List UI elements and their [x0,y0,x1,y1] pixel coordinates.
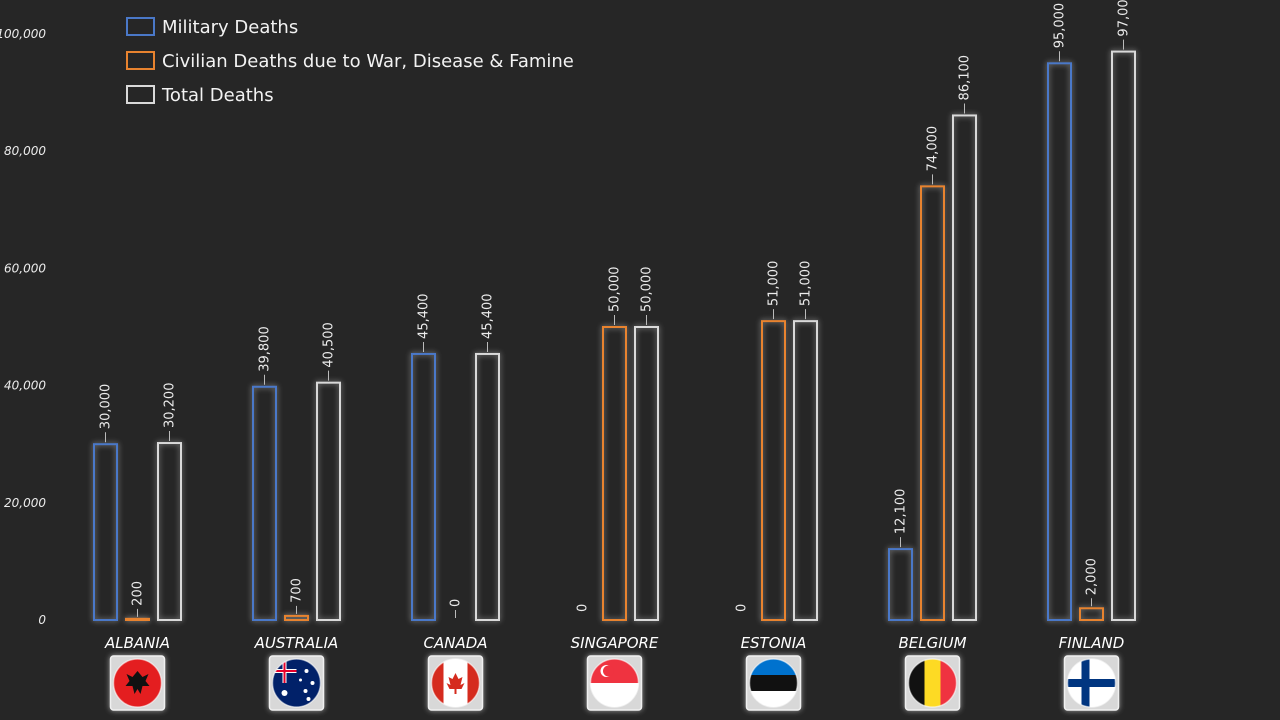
y-tick-label: 60,000 [4,261,46,275]
bar-finland-civilian-deaths-due-to-war-disease-famine [1079,607,1104,622]
estonia-flag-icon [745,655,802,711]
legend-label-military-deaths: Military Deaths [162,17,298,38]
legend-label-total-deaths: Total Deaths [161,85,274,106]
category-label-estonia: ESTONIA [741,634,807,652]
value-label-belgium-military-deaths: 12,100 [894,489,909,535]
value-label-estonia-total-deaths: 51,000 [799,261,814,307]
category-label-albania: ALBANIA [104,634,170,652]
value-label-albania-civilian-deaths-due-to-war-disease-famine: 200 [131,581,146,606]
y-tick-label: 0 [38,613,46,627]
value-label-singapore-military-deaths: 0 [576,604,591,612]
bar-albania-civilian-deaths-due-to-war-disease-famine [125,617,150,622]
category-label-belgium: BELGIUM [898,634,966,652]
flags-layer [109,655,1120,711]
finland-flag-icon [1063,655,1120,711]
bar-australia-civilian-deaths-due-to-war-disease-famine [284,614,309,622]
y-tick-label: 40,000 [4,379,46,393]
y-tick-label: 100,000 [0,27,46,41]
legend: Military Deaths Civilian Deaths due to Wa… [126,17,574,106]
bar-australia-military-deaths [252,385,277,621]
bar-belgium-military-deaths [888,548,913,621]
value-label-australia-military-deaths: 39,800 [258,326,273,372]
australia-flag-icon [268,655,325,711]
bar-finland-total-deaths [1111,50,1136,621]
y-tick-label: 80,000 [4,144,46,158]
singapore-flag-icon [586,655,643,711]
value-label-finland-total-deaths: 97,000 [1117,0,1132,37]
albania-flag-icon [109,655,166,711]
value-label-canada-total-deaths: 45,400 [481,293,496,339]
bar-albania-total-deaths [157,442,182,622]
category-label-canada: CANADA [423,634,487,652]
bar-singapore-total-deaths [634,326,659,621]
bar-canada-total-deaths [475,352,500,621]
value-label-estonia-military-deaths: 0 [735,604,750,612]
value-label-albania-military-deaths: 30,000 [99,384,114,430]
legend-swatch-military-deaths [126,17,155,36]
value-label-canada-military-deaths: 45,400 [417,293,432,339]
canada-flag-icon [427,655,484,711]
y-axis: 0 20,000 40,000 60,000 80,000 100,000 [0,27,46,627]
value-label-estonia-civilian-deaths-due-to-war-disease-famine: 51,000 [767,261,782,307]
value-label-albania-total-deaths: 30,200 [163,383,178,429]
bars-layer [93,50,1136,622]
legend-swatch-civilian-deaths-due-to-war-disease-famine [126,51,155,70]
bar-albania-military-deaths [93,443,118,622]
bar-singapore-civilian-deaths-due-to-war-disease-famine [602,326,627,621]
value-label-belgium-total-deaths: 86,100 [958,55,973,101]
value-label-canada-civilian-deaths-due-to-war-disease-famine: 0 [449,599,464,607]
category-labels-layer: ALBANIA AUSTRALIA CANADA SINGAPORE ESTONIA BE… [104,634,1124,652]
bar-canada-military-deaths [411,352,436,621]
value-label-australia-civilian-deaths-due-to-war-disease-famine: 700 [290,578,305,603]
belgium-flag-icon [904,655,961,711]
value-label-singapore-total-deaths: 50,000 [640,267,655,313]
value-label-belgium-civilian-deaths-due-to-war-disease-famine: 74,000 [926,126,941,172]
legend-swatch-total-deaths [126,85,155,104]
bar-belgium-civilian-deaths-due-to-war-disease-famine [920,185,945,622]
category-label-finland: FINLAND [1059,634,1125,652]
y-tick-label: 20,000 [4,496,46,510]
value-label-australia-total-deaths: 40,500 [322,322,337,368]
bar-australia-total-deaths [316,381,341,622]
legend-label-civilian-deaths-due-to-war-disease-famine: Civilian Deaths due to War, Disease & Fa… [162,51,574,72]
bar-belgium-total-deaths [952,114,977,621]
category-label-australia: AUSTRALIA [254,634,339,652]
bar-estonia-total-deaths [793,320,818,621]
category-label-singapore: SINGAPORE [571,634,659,652]
value-label-finland-civilian-deaths-due-to-war-disease-famine: 2,000 [1085,558,1100,595]
value-label-singapore-civilian-deaths-due-to-war-disease-famine: 50,000 [608,267,623,313]
value-label-finland-military-deaths: 95,000 [1053,3,1068,49]
bar-estonia-civilian-deaths-due-to-war-disease-famine [761,320,786,621]
value-labels-layer: 30,000 200 30,200 39,800 700 40,500 45,400 0 45,… [99,0,1132,618]
bar-finland-military-deaths [1047,62,1072,622]
